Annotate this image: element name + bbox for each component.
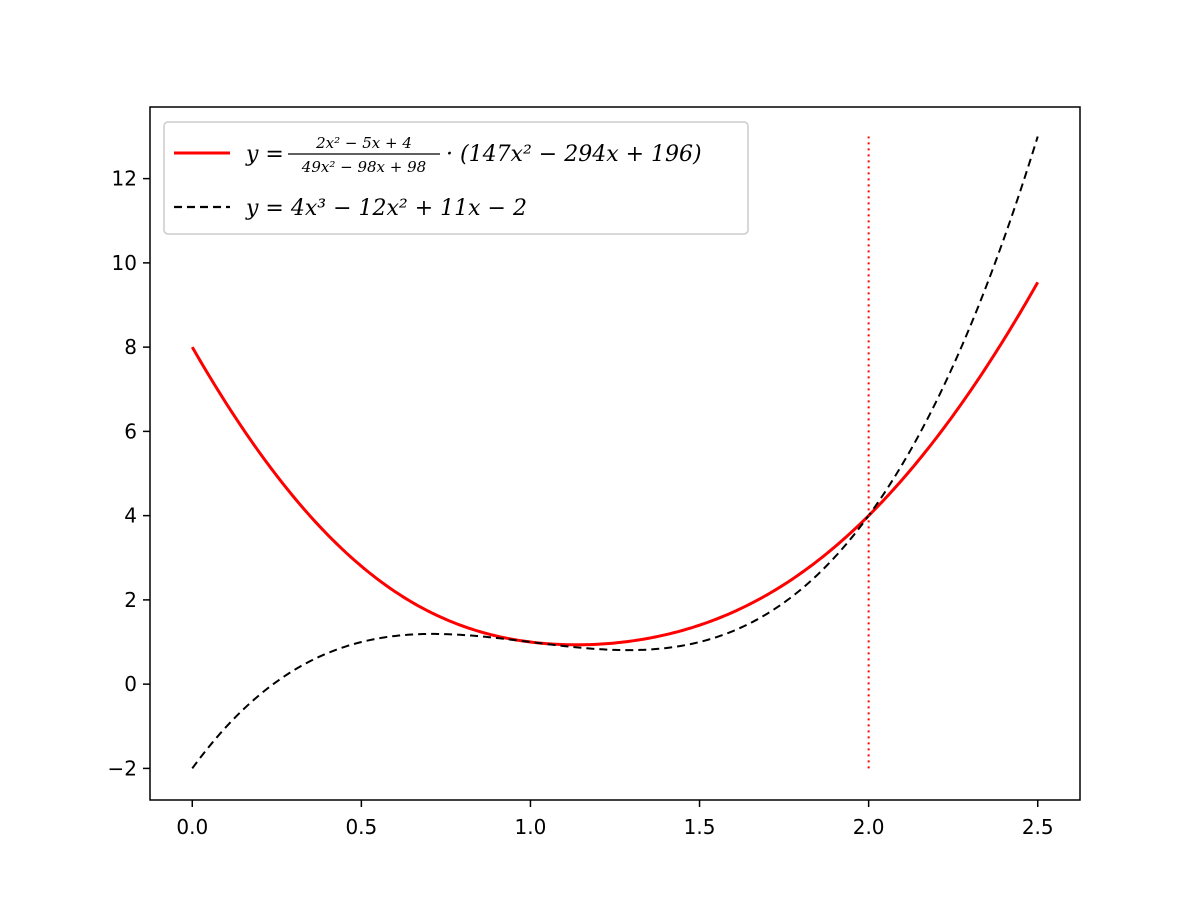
x-tick-label: 2.5 <box>1022 815 1054 839</box>
series-layer <box>190 136 1040 769</box>
x-tick-label: 1.5 <box>684 815 716 839</box>
y-tick-label: −2 <box>108 756 137 780</box>
x-tick-label: 0.0 <box>176 815 208 839</box>
legend-entry1-suffix: · (147x² − 294x + 196) <box>446 142 702 167</box>
y-tick-label: 8 <box>124 335 137 359</box>
legend-entry1-numerator: 2x² − 5x + 4 <box>315 134 412 152</box>
y-tick-label: 6 <box>124 419 137 443</box>
x-tick-label: 1.0 <box>515 815 547 839</box>
legend-entry1-prefix: y = <box>245 142 284 167</box>
legend-entry1-denominator: 49x² − 98x + 98 <box>301 158 426 176</box>
x-axis: 0.0 0.5 1.0 1.5 2.0 2.5 <box>176 800 1054 839</box>
legend-box <box>163 121 749 235</box>
y-tick-label: 4 <box>124 504 137 528</box>
x-tick-label: 2.0 <box>853 815 885 839</box>
x-tick-label: 0.5 <box>345 815 377 839</box>
legend-entry2-text: y = 4x³ − 12x² + 11x − 2 <box>245 196 527 221</box>
series-line-1 <box>190 281 1040 647</box>
plot-area: 0.0 0.5 1.0 1.5 2.0 2.5 −2 0 2 4 6 8 10 12 <box>108 106 1081 839</box>
legend: y = 2x² − 5x + 4 49x² − 98x + 98 · (147x… <box>163 121 749 235</box>
y-tick-label: 12 <box>112 167 137 191</box>
y-tick-label: 10 <box>112 251 137 275</box>
y-tick-label: 0 <box>124 672 137 696</box>
axes-frame <box>149 106 1081 801</box>
y-axis: −2 0 2 4 6 8 10 12 <box>108 167 150 780</box>
series-line-2 <box>191 136 1039 769</box>
y-tick-label: 2 <box>124 588 137 612</box>
